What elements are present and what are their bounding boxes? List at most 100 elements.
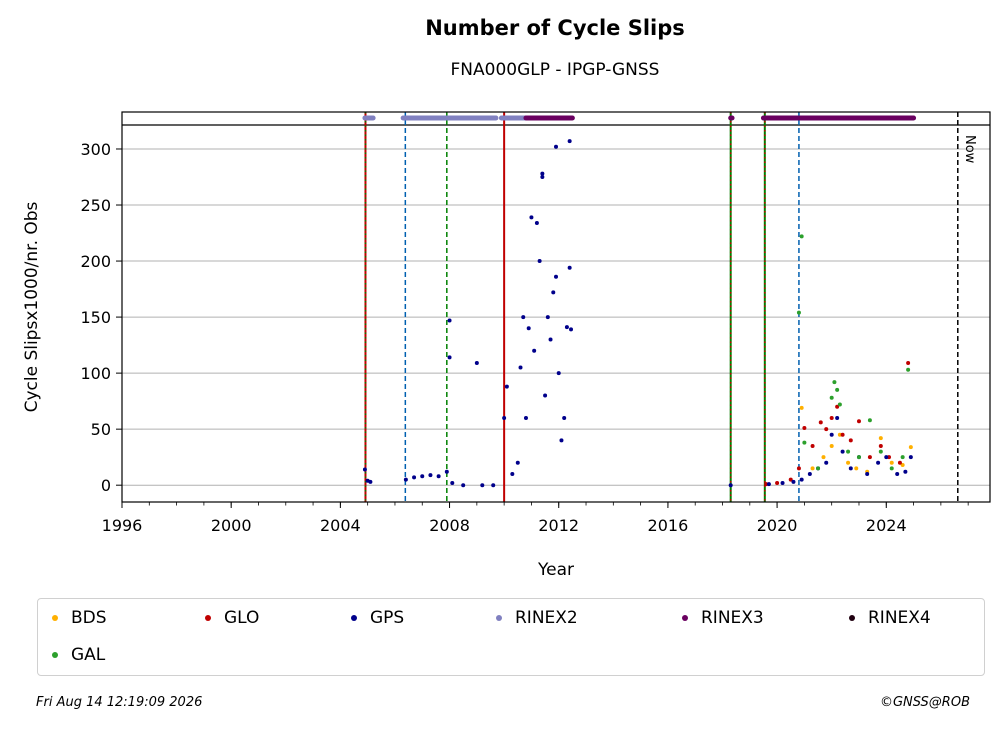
legend-item-gps: GPS [337,605,404,631]
series-gps-point-46 [791,479,796,484]
series-gps-point-14 [480,483,485,488]
legend-item-bds: BDS [38,605,107,631]
series-gps-point-45 [780,480,785,485]
series-gps-point-26 [534,220,539,225]
series-glo-point-8 [829,415,834,420]
series-glo-point-5 [810,443,815,448]
series-gps-point-10 [447,355,452,360]
series-gal-point-1 [799,234,804,239]
series-gps-point-15 [491,483,496,488]
now-label: Now [962,135,977,164]
legend-item-gal: GAL [38,642,105,668]
series-gps-point-57 [876,460,881,465]
legend-label-glo: GLO [224,608,260,628]
series-gps-point-18 [510,471,515,476]
x-tick-label-1996: 1996 [102,516,143,535]
x-tick-label-2000: 2000 [211,516,252,535]
plot-frame [121,111,991,503]
legend-label-gps: GPS [370,608,405,628]
series-gal-point-4 [829,395,834,400]
x-tick-label-2024: 2024 [866,516,907,535]
series-gps-point-21 [521,315,526,320]
series-gps-point-23 [526,326,531,331]
series-gps-point-32 [548,337,553,342]
series-gps-point-5 [420,474,425,479]
series-gps-point-27 [537,259,542,264]
legend-label-bds: BDS [71,608,107,628]
series-gal-point-7 [837,402,842,407]
series-gps-point-56 [865,471,870,476]
y-tick-label-100: 100 [80,364,111,383]
legend-label-rinex2: RINEX2 [515,608,578,628]
series-glo-point-13 [867,455,872,460]
series-gps-point-48 [807,471,812,476]
series-glo-point-14 [878,443,883,448]
series-gps-point-51 [829,432,834,437]
series-gps-point-35 [554,274,558,279]
series-gps-point-58 [884,455,889,460]
y-tick-label-250: 250 [80,196,111,215]
series-glo-point-6 [818,420,823,425]
series-gps-point-25 [532,348,537,353]
series-gps-point-40 [567,139,572,144]
series-gps-point-38 [562,415,567,420]
series-glo-point-4 [802,426,807,431]
series-gps-point-37 [559,438,564,443]
series-bds-point-0 [799,405,804,410]
x-tick-label-2012: 2012 [538,516,579,535]
series-gps-point-22 [523,415,528,420]
series-gps-point-8 [444,469,449,474]
series-gps-point-42 [569,327,574,332]
series-gps-point-13 [474,361,479,366]
series-gps-point-31 [545,315,550,320]
series-glo-point-10 [840,432,845,437]
legend-label-gal: GAL [71,645,106,665]
series-glo-point-12 [856,419,861,424]
legend: BDS GLO GPS RINEX2 RINEX3 RINEX4 GAL [37,598,985,676]
series-bds-point-11 [908,445,913,450]
series-glo-point-11 [848,438,853,443]
series-bds-point-6 [854,466,859,471]
series-gal-point-12 [889,466,894,471]
series-gal-point-11 [878,449,883,454]
series-gps-point-52 [835,415,840,420]
legend-marker-gps [351,615,357,621]
series-gps-point-19 [515,460,520,465]
series-gps-point-9 [447,318,452,323]
series-bds-point-1 [810,466,815,471]
series-glo-point-16 [897,460,902,465]
series-gps-point-16 [502,415,507,420]
series-gal-point-13 [900,455,905,460]
series-gps-point-44 [766,482,771,487]
series-gps-point-39 [564,325,569,330]
legend-marker-gal [52,652,58,658]
y-tick-label-0: 0 [101,476,111,495]
series-gps-point-59 [895,471,900,476]
y-tick-label-300: 300 [80,140,111,159]
series-gps-point-30 [543,393,548,398]
x-tick-label-2004: 2004 [320,516,361,535]
series-gal-point-3 [816,466,821,471]
series-gal-point-6 [835,387,840,392]
footer-credit: ©GNSS@ROB [879,695,970,710]
x-tick-label-2008: 2008 [429,516,470,535]
y-tick-label-50: 50 [91,420,111,439]
series-bds-point-5 [846,460,851,465]
chart-title: Number of Cycle Slips [425,16,685,40]
series-gps-point-54 [848,466,853,471]
chart-subtitle: FNA000GLP - IPGP-GNSS [450,60,660,80]
series-bds-point-2 [821,455,826,460]
series-gps-point-34 [554,144,558,149]
series-gps-point-43 [728,483,733,488]
series-gps-point-41 [567,265,572,270]
series-gps-point-33 [551,290,556,295]
series-gps-point-20 [518,365,523,370]
legend-item-rinex2: RINEX2 [482,605,578,631]
series-bds-point-3 [829,443,834,448]
series-gps-point-61 [908,455,913,460]
y-tick-label-150: 150 [80,308,111,327]
series-gps-point-28 [540,171,545,176]
series-gps-point-3 [403,477,408,482]
series-glo-point-1 [775,480,780,485]
